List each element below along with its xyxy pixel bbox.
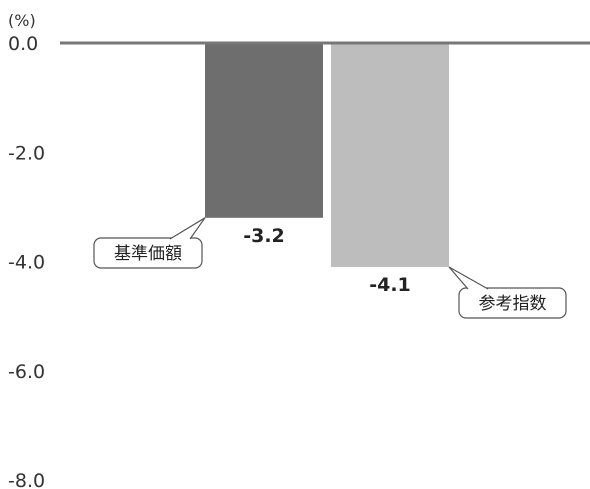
category-label: 基準価額 [114,244,182,264]
bar-2 [331,43,449,267]
y-tick-label: -8.0 [8,470,45,489]
bars [205,43,449,267]
value-label: -3.2 [243,225,285,247]
callout-1: 基準価額 [93,217,206,269]
bar-1 [205,43,323,218]
y-axis-ticks: 0.0 -2.0 -4.0 -6.0 -8.0 [8,33,45,489]
value-label: -4.1 [369,274,411,296]
callout-box [93,237,203,269]
callout-2: 参考指数 [448,266,567,319]
y-tick-label: 0.0 [8,33,38,55]
value-labels: -3.2 -4.1 [243,225,411,296]
y-tick-label: -2.0 [8,142,45,164]
y-tick-label: -6.0 [8,361,45,383]
y-axis-unit-label: (%) [8,11,36,30]
y-tick-label: -4.0 [8,252,45,274]
callout-box [458,287,567,319]
callout-pointer [448,266,489,290]
category-label: 参考指数 [479,294,547,314]
callout-pointer [169,217,206,240]
